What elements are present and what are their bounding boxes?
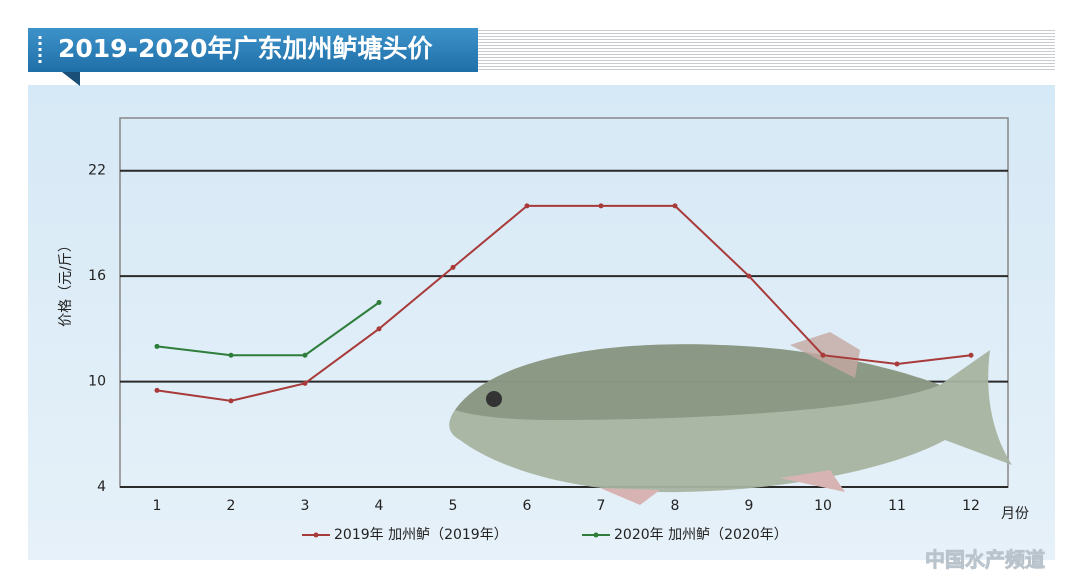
point xyxy=(154,343,160,349)
watermark: 中国水产频道 xyxy=(925,548,1045,572)
x-tick-label: 1 xyxy=(153,498,162,514)
point xyxy=(228,352,234,358)
y-tick-label: 22 xyxy=(88,163,106,179)
x-tick-label: 10 xyxy=(814,498,832,514)
point xyxy=(820,352,826,358)
point xyxy=(376,326,382,332)
y-axis-label: 价格（元/斤） xyxy=(58,238,74,327)
x-tick-label: 8 xyxy=(671,498,680,514)
x-tick-label: 11 xyxy=(888,498,906,514)
fish xyxy=(449,332,1012,505)
x-tick-label: 2 xyxy=(227,498,236,514)
chart-title: 2019-2020年广东加州鲈塘头价 xyxy=(58,34,434,63)
legend-label: 2020年 加州鲈（2020年） xyxy=(614,527,788,543)
point xyxy=(968,352,974,358)
point xyxy=(746,273,752,279)
x-axis-label: 月份 xyxy=(1001,506,1029,522)
point xyxy=(672,203,678,209)
x-tick-label: 12 xyxy=(962,498,980,514)
point xyxy=(228,398,234,404)
point xyxy=(302,352,308,358)
x-tick-label: 5 xyxy=(449,498,458,514)
x-tick-label: 4 xyxy=(375,498,384,514)
x-tick-label: 6 xyxy=(523,498,532,514)
header-banner xyxy=(28,28,478,72)
y-tick-label: 4 xyxy=(97,479,106,495)
header-stripes xyxy=(478,30,1055,70)
point xyxy=(302,380,308,386)
legend-marker xyxy=(313,532,319,538)
point xyxy=(376,300,382,305)
banner-fold xyxy=(62,72,80,86)
point xyxy=(450,264,456,270)
x-tick-label: 3 xyxy=(301,498,310,514)
point xyxy=(598,203,604,209)
y-tick-label: 10 xyxy=(88,374,106,390)
legend-marker xyxy=(593,532,599,538)
point xyxy=(154,387,160,393)
legend-label: 2019年 加州鲈（2019年） xyxy=(334,527,508,543)
chart-background xyxy=(28,85,1055,560)
x-tick-label: 9 xyxy=(745,498,754,514)
point xyxy=(894,361,900,367)
series-line xyxy=(156,301,380,357)
point xyxy=(524,203,530,209)
x-tick-label: 7 xyxy=(597,498,606,514)
series-line xyxy=(156,204,972,402)
y-tick-label: 16 xyxy=(88,268,106,284)
